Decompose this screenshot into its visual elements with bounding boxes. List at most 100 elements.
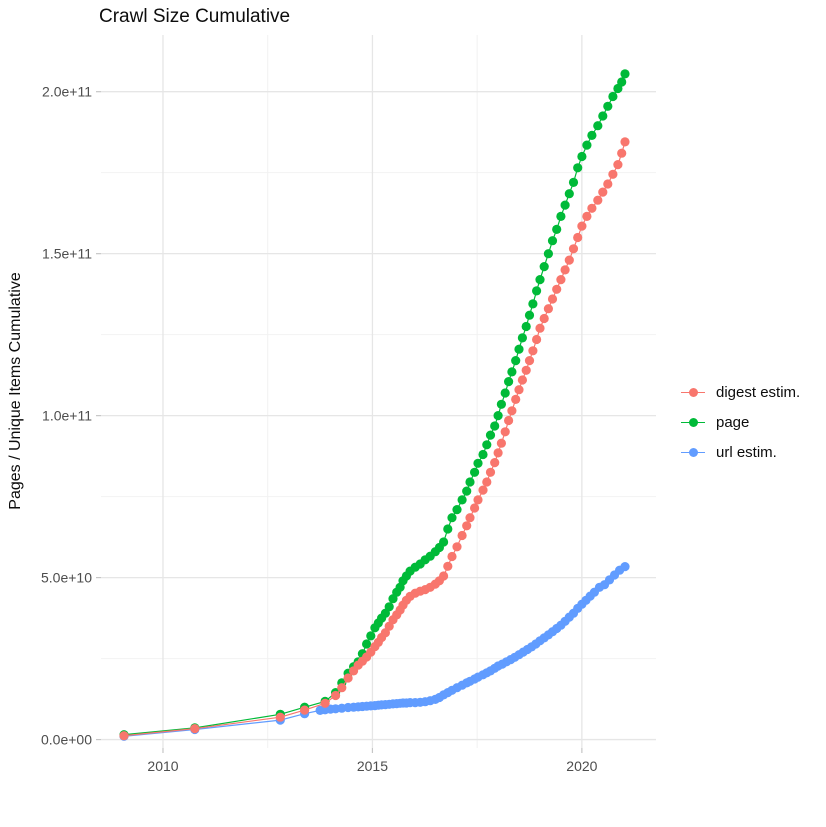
x-axis-tick-label: 2020 — [566, 758, 597, 774]
data-point — [547, 236, 558, 246]
data-point — [556, 211, 566, 221]
data-point — [485, 430, 496, 440]
legend-key-dot — [688, 447, 698, 457]
data-point — [577, 221, 587, 231]
data-point — [470, 503, 480, 513]
data-point — [485, 467, 496, 477]
data-point — [560, 265, 570, 275]
y-axis-tick-label: 1.5e+11 — [42, 246, 92, 262]
data-point — [366, 631, 376, 641]
data-point — [547, 294, 558, 304]
data-point — [493, 448, 503, 458]
data-point — [573, 163, 583, 173]
data-point — [507, 406, 517, 416]
data-point — [528, 346, 538, 356]
data-point — [275, 712, 285, 722]
legend: digest estim. page url estim. — [681, 377, 800, 467]
data-point — [465, 477, 475, 487]
data-point — [598, 187, 608, 197]
data-point — [337, 683, 347, 693]
data-point — [478, 449, 488, 460]
y-axis-tick-label: 1.0e+11 — [42, 408, 92, 424]
legend-key-dot — [688, 387, 698, 397]
data-point — [443, 561, 453, 571]
data-point — [457, 495, 467, 505]
data-point — [384, 602, 394, 612]
data-point — [514, 385, 524, 395]
data-point — [343, 673, 353, 683]
data-point — [524, 310, 535, 320]
data-point — [617, 148, 627, 158]
data-point — [320, 698, 330, 708]
axis-ticks — [96, 91, 583, 753]
data-point — [603, 101, 613, 111]
data-point — [598, 111, 608, 121]
legend-key-dot — [688, 417, 698, 427]
data-point — [504, 377, 514, 387]
data-point — [524, 356, 535, 366]
data-point — [511, 394, 521, 404]
y-axis-tick-label: 0.0e+00 — [41, 732, 92, 748]
data-point — [514, 344, 524, 354]
data-point — [593, 121, 603, 131]
data-point — [457, 530, 467, 541]
data-point — [532, 334, 542, 345]
legend-key-icon — [681, 387, 705, 397]
data-point — [504, 415, 514, 426]
data-point — [556, 275, 566, 285]
data-point — [190, 724, 200, 734]
data-point — [493, 411, 503, 421]
data-point — [568, 177, 579, 187]
data-point — [331, 690, 341, 701]
legend-key-icon — [681, 417, 705, 427]
legend-item-label: url estim. — [716, 443, 777, 461]
data-point — [482, 440, 492, 450]
data-point — [620, 137, 630, 147]
data-point — [521, 365, 531, 375]
data-point — [521, 321, 531, 332]
data-point — [617, 77, 627, 87]
data-point — [568, 244, 579, 254]
x-axis-tick-label: 2015 — [357, 758, 388, 774]
data-point — [582, 211, 592, 221]
legend-item-url-estim: url estim. — [681, 437, 800, 467]
data-point — [447, 551, 457, 562]
data-point — [496, 438, 506, 448]
data-point — [500, 427, 510, 437]
data-point — [564, 255, 574, 265]
y-axis-tick-label: 5.0e+10 — [41, 570, 92, 586]
data-point — [362, 639, 372, 649]
legend-item-page: page — [681, 407, 800, 437]
data-point — [490, 421, 500, 431]
data-point — [478, 485, 488, 495]
data-point — [482, 477, 492, 487]
data-point — [560, 200, 570, 210]
data-point — [552, 224, 562, 234]
data-point — [511, 356, 521, 366]
data-point — [473, 458, 483, 468]
gridlines-minor — [101, 35, 656, 748]
data-point — [452, 505, 462, 515]
data-point — [447, 513, 457, 523]
data-point — [573, 232, 583, 243]
y-axis-tick-label: 2.0e+11 — [42, 84, 92, 100]
legend-item-digest-estim: digest estim. — [681, 377, 800, 407]
data-point — [490, 458, 500, 468]
data-point — [613, 160, 623, 170]
data-point — [539, 313, 549, 324]
data-point — [500, 388, 510, 398]
chart-title: Crawl Size Cumulative — [99, 6, 291, 27]
data-point — [608, 169, 618, 179]
data-point — [620, 69, 630, 79]
data-point — [535, 323, 545, 333]
series-digest-estim — [119, 137, 630, 741]
data-point — [608, 91, 618, 102]
data-point — [539, 262, 549, 272]
axis-labels: 2010 2015 2020 0.0e+00 5.0e+10 1.0e+11 1.5e+11… — [41, 84, 598, 774]
data-point — [496, 399, 506, 409]
data-point — [470, 467, 480, 477]
data-point — [577, 151, 587, 162]
data-point — [543, 304, 554, 314]
